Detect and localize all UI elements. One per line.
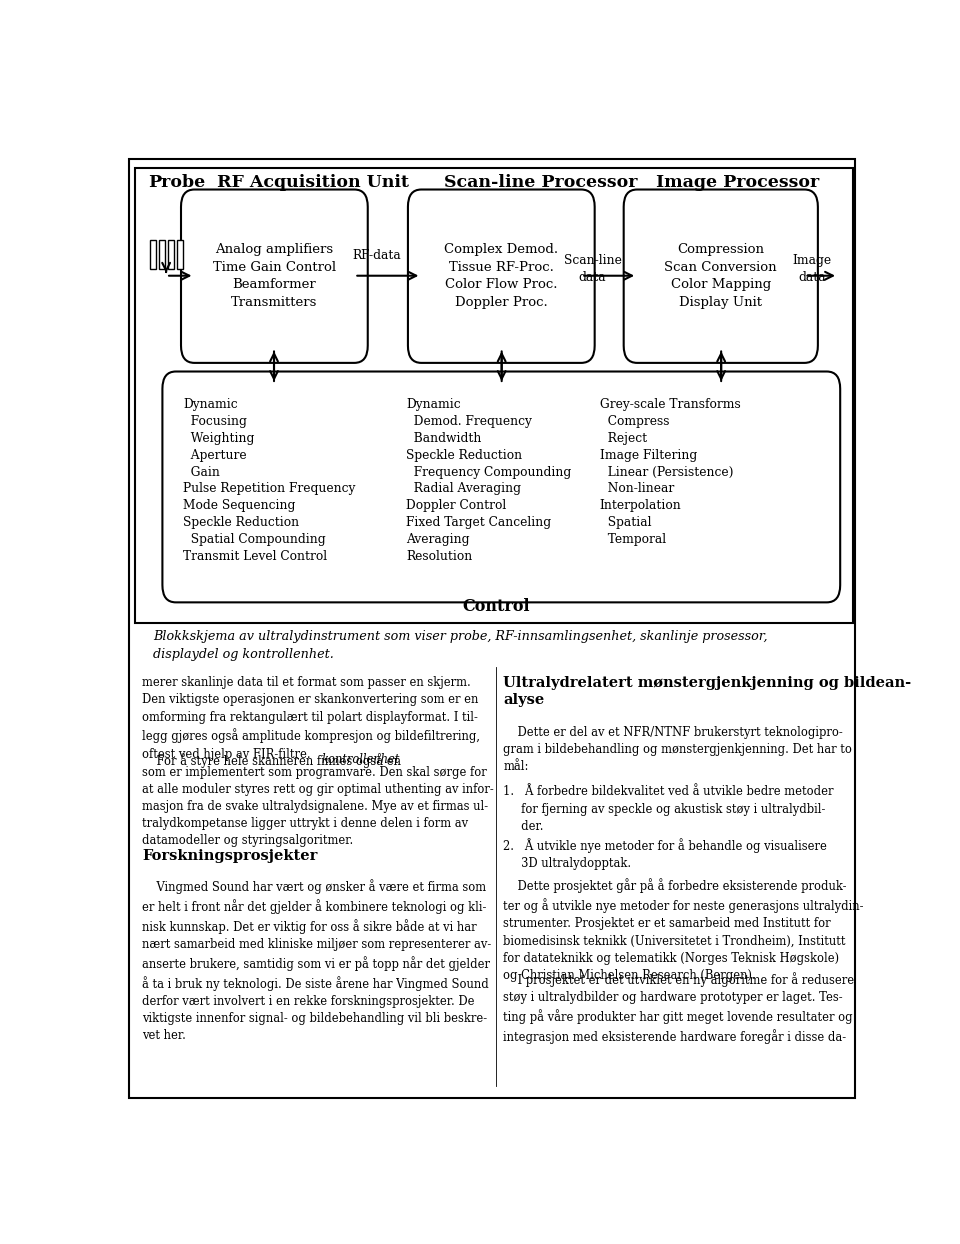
Text: Scan-line Processor: Scan-line Processor (444, 174, 637, 192)
Text: Image Processor: Image Processor (656, 174, 819, 192)
Text: data: data (579, 271, 607, 285)
Text: For å styre hele skanneren finnes også en: For å styre hele skanneren finnes også e… (142, 753, 405, 768)
FancyBboxPatch shape (408, 189, 594, 363)
Text: Vingmed Sound har vært og ønsker å være et firma som
er helt i front når det gje: Vingmed Sound har vært og ønsker å være … (142, 880, 492, 1042)
Text: I prosjektet er det utviklet en ny algoritme for å redusere
støy i ultralydbilde: I prosjektet er det utviklet en ny algor… (503, 972, 854, 1044)
Text: For å styre hele skanneren finnes også en kontrollenhet
som er implementert som : For å styre hele skanneren finnes også e… (142, 753, 494, 853)
Text: kontrollenhet: kontrollenhet (322, 753, 400, 766)
Text: Image: Image (792, 254, 831, 267)
FancyBboxPatch shape (162, 372, 840, 602)
FancyBboxPatch shape (134, 168, 852, 623)
Text: Dynamic
  Focusing
  Weighting
  Aperture
  Gain
Pulse Repetition Frequency
Mode: Dynamic Focusing Weighting Aperture Gain… (183, 398, 355, 562)
Text: Scan-line: Scan-line (564, 254, 621, 267)
Text: For å styre hele skanneren finnes også en kontrollenhet
som er implementert som : For å styre hele skanneren finnes også e… (142, 753, 494, 853)
Text: Blokkskjema av ultralydinstrument som viser probe, RF-innsamlingsenhet, skanlinj: Blokkskjema av ultralydinstrument som vi… (154, 631, 768, 661)
Text: RF Acquisition Unit: RF Acquisition Unit (217, 174, 409, 192)
FancyBboxPatch shape (177, 240, 183, 269)
Text: data: data (798, 271, 826, 285)
Text: Analog amplifiers
Time Gain Control
Beamformer
Transmitters: Analog amplifiers Time Gain Control Beam… (213, 244, 336, 309)
Text: Dette prosjektet går på å forbedre eksisterende produk-
ter og å utvikle nye met: Dette prosjektet går på å forbedre eksis… (503, 878, 864, 982)
FancyBboxPatch shape (168, 240, 175, 269)
Text: Complex Demod.
Tissue RF-Proc.
Color Flow Proc.
Doppler Proc.: Complex Demod. Tissue RF-Proc. Color Flo… (444, 244, 559, 309)
Text: som er implementert som programvare. Den skal sørge for
at alle moduler styres r: som er implementert som programvare. Den… (142, 765, 494, 847)
Text: RF-data: RF-data (352, 249, 401, 262)
FancyBboxPatch shape (624, 189, 818, 363)
Text: Ultralydrelatert mønstergjenkjenning og bildean-
alyse: Ultralydrelatert mønstergjenkjenning og … (503, 677, 911, 708)
FancyBboxPatch shape (181, 189, 368, 363)
Text: Grey-scale Transforms
  Compress
  Reject
Image Filtering
  Linear (Persistence): Grey-scale Transforms Compress Reject Im… (600, 398, 740, 546)
FancyBboxPatch shape (129, 159, 855, 1097)
Text: Dette er del av et NFR/NTNF brukerstyrt teknologipro-
gram i bildebehandling og : Dette er del av et NFR/NTNF brukerstyrt … (503, 726, 852, 774)
FancyBboxPatch shape (158, 240, 165, 269)
Text: 1.   Å forbedre bildekvalitet ved å utvikle bedre metoder
     for fjerning av s: 1. Å forbedre bildekvalitet ved å utvikl… (503, 785, 833, 832)
Text: Control: Control (462, 597, 530, 615)
Text: Dynamic
  Demod. Frequency
  Bandwidth
Speckle Reduction
  Frequency Compounding: Dynamic Demod. Frequency Bandwidth Speck… (406, 398, 572, 562)
Text: Probe: Probe (148, 174, 205, 192)
Text: merer skanlinje data til et format som passer en skjerm.
Den viktigste operasjon: merer skanlinje data til et format som p… (142, 677, 480, 760)
Text: 2.   Å utvikle nye metoder for å behandle og visualisere
     3D ultralydopptak.: 2. Å utvikle nye metoder for å behandle … (503, 838, 827, 870)
FancyBboxPatch shape (150, 240, 156, 269)
Text: Compression
Scan Conversion
Color Mapping
Display Unit: Compression Scan Conversion Color Mappin… (664, 244, 777, 309)
Text: Forskningsprosjekter: Forskningsprosjekter (142, 848, 318, 862)
